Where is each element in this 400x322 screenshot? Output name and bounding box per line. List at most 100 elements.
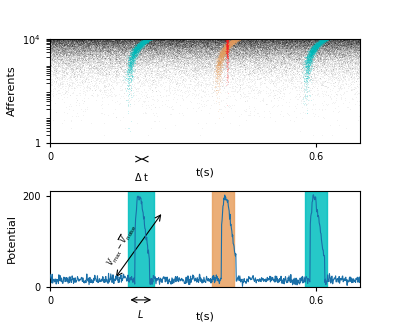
Point bbox=[200, 68, 206, 73]
Point bbox=[311, 47, 317, 52]
Point bbox=[175, 50, 182, 55]
Point bbox=[131, 57, 137, 62]
Point bbox=[319, 36, 326, 42]
Point bbox=[237, 43, 244, 48]
Point bbox=[302, 64, 309, 69]
Point bbox=[118, 54, 124, 59]
Point bbox=[252, 36, 258, 42]
Point bbox=[332, 43, 339, 48]
Point bbox=[352, 42, 358, 47]
Point bbox=[181, 50, 187, 55]
Point bbox=[242, 38, 248, 43]
Point bbox=[128, 47, 134, 52]
Point bbox=[352, 40, 359, 45]
Point bbox=[321, 37, 328, 42]
Point bbox=[115, 101, 122, 106]
Point bbox=[227, 44, 233, 50]
Point bbox=[147, 38, 154, 43]
Point bbox=[160, 46, 167, 52]
Point bbox=[236, 86, 242, 91]
Point bbox=[240, 53, 247, 58]
Point bbox=[196, 42, 202, 47]
Point bbox=[127, 55, 133, 60]
Point bbox=[247, 41, 253, 46]
Point bbox=[148, 88, 155, 93]
Point bbox=[316, 48, 322, 53]
Point bbox=[84, 49, 91, 54]
Point bbox=[117, 57, 124, 62]
Point bbox=[351, 48, 357, 53]
Point bbox=[131, 39, 138, 44]
Point bbox=[192, 44, 198, 50]
Point bbox=[332, 46, 338, 52]
Point bbox=[166, 43, 173, 48]
Point bbox=[174, 60, 180, 65]
Point bbox=[347, 36, 354, 42]
Point bbox=[231, 40, 237, 45]
Point bbox=[123, 38, 130, 43]
Point bbox=[315, 62, 322, 67]
Point bbox=[249, 56, 255, 61]
Point bbox=[151, 42, 158, 47]
Point bbox=[314, 42, 320, 47]
Point bbox=[290, 44, 296, 49]
Point bbox=[61, 41, 68, 46]
Point bbox=[191, 52, 198, 57]
Point bbox=[130, 46, 136, 51]
Point bbox=[142, 77, 148, 82]
Point bbox=[263, 42, 270, 47]
Point bbox=[145, 42, 151, 47]
Point bbox=[160, 45, 166, 50]
Point bbox=[256, 45, 262, 51]
Point bbox=[62, 43, 68, 48]
Point bbox=[230, 44, 237, 49]
Point bbox=[130, 43, 136, 48]
Point bbox=[168, 41, 175, 46]
Point bbox=[220, 57, 226, 62]
Point bbox=[116, 38, 123, 43]
Point bbox=[200, 36, 206, 42]
Point bbox=[190, 37, 196, 42]
Point bbox=[258, 43, 264, 48]
Point bbox=[198, 40, 204, 45]
Point bbox=[249, 57, 255, 62]
Point bbox=[216, 62, 222, 67]
Point bbox=[53, 79, 59, 84]
Point bbox=[102, 37, 109, 43]
Point bbox=[171, 58, 177, 63]
Point bbox=[351, 42, 357, 47]
Point bbox=[135, 37, 142, 42]
Point bbox=[59, 41, 66, 46]
Point bbox=[215, 37, 221, 43]
Point bbox=[138, 60, 145, 65]
Point bbox=[130, 49, 136, 54]
Point bbox=[226, 65, 233, 70]
Point bbox=[193, 38, 200, 43]
Point bbox=[288, 36, 294, 42]
Point bbox=[226, 43, 232, 48]
Point bbox=[312, 43, 319, 48]
Point bbox=[314, 45, 320, 50]
Point bbox=[59, 49, 65, 54]
Point bbox=[95, 38, 101, 43]
Point bbox=[98, 105, 105, 110]
Point bbox=[66, 49, 72, 54]
Point bbox=[257, 58, 263, 63]
Point bbox=[178, 40, 184, 45]
Point bbox=[90, 45, 97, 50]
Point bbox=[298, 43, 304, 48]
Point bbox=[174, 52, 180, 57]
Point bbox=[126, 69, 132, 74]
Point bbox=[314, 41, 321, 46]
Point bbox=[346, 40, 352, 45]
Point bbox=[224, 64, 230, 69]
Point bbox=[110, 41, 116, 46]
Point bbox=[275, 44, 281, 49]
Point bbox=[142, 43, 148, 48]
Point bbox=[204, 41, 211, 46]
Point bbox=[143, 37, 149, 42]
Point bbox=[85, 59, 91, 64]
Point bbox=[60, 57, 67, 62]
Point bbox=[230, 43, 236, 48]
Point bbox=[349, 65, 355, 71]
